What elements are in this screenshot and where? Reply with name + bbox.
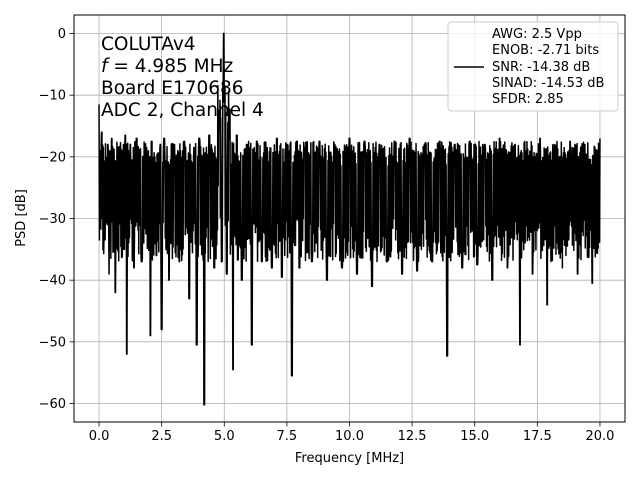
- y-tick-label: −10: [39, 89, 66, 104]
- legend-box: [447, 21, 619, 112]
- x-axis: 0.0 2.5 5.0 7.5 10.0 12.5 15.0 17.5 20.0: [89, 422, 614, 444]
- legend: AWG: 2.5 Vpp ENOB: -2.71 bits SNR: -14.3…: [447, 21, 619, 112]
- x-tick-label: 15.0: [460, 429, 489, 444]
- y-tick-label: 0: [58, 27, 66, 42]
- legend-line-awg: AWG: 2.5 Vpp: [492, 27, 582, 42]
- annotation-line-model: COLUTAv4: [101, 34, 196, 55]
- x-tick-label: 0.0: [89, 429, 110, 444]
- x-tick-label: 5.0: [214, 429, 235, 444]
- y-tick-label: −20: [39, 150, 66, 165]
- annotation-text-block: COLUTAv4 f = 4.985 MHz Board E170686 ADC…: [101, 34, 264, 121]
- legend-line-enob: ENOB: -2.71 bits: [492, 43, 599, 58]
- legend-line-snr: SNR: -14.38 dB: [492, 60, 590, 75]
- x-axis-label: Frequency [MHz]: [295, 451, 404, 466]
- annotation-line-channel: ADC 2, Channel 4: [101, 100, 264, 121]
- x-tick-label: 12.5: [398, 429, 427, 444]
- psd-line: [98, 32, 601, 406]
- x-tick-label: 2.5: [151, 429, 172, 444]
- x-tick-label: 17.5: [523, 429, 552, 444]
- x-tick-label: 20.0: [585, 429, 614, 444]
- y-tick-label: −60: [39, 397, 66, 412]
- x-tick-label: 10.0: [335, 429, 364, 444]
- y-tick-label: −30: [39, 212, 66, 227]
- annotation-line-board: Board E170686: [101, 78, 244, 99]
- y-axis: 0 −10 −20 −30 −40 −50 −60: [39, 27, 74, 412]
- legend-line-sinad: SINAD: -14.53 dB: [492, 76, 604, 91]
- psd-trace-group: [98, 32, 601, 406]
- x-tick-label: 7.5: [277, 429, 298, 444]
- legend-line-sfdr: SFDR: 2.85: [492, 92, 564, 107]
- y-axis-label: PSD [dB]: [14, 189, 29, 247]
- y-tick-label: −50: [39, 335, 66, 350]
- y-tick-label: −40: [39, 274, 66, 289]
- annotation-line-frequency: f = 4.985 MHz: [101, 56, 233, 77]
